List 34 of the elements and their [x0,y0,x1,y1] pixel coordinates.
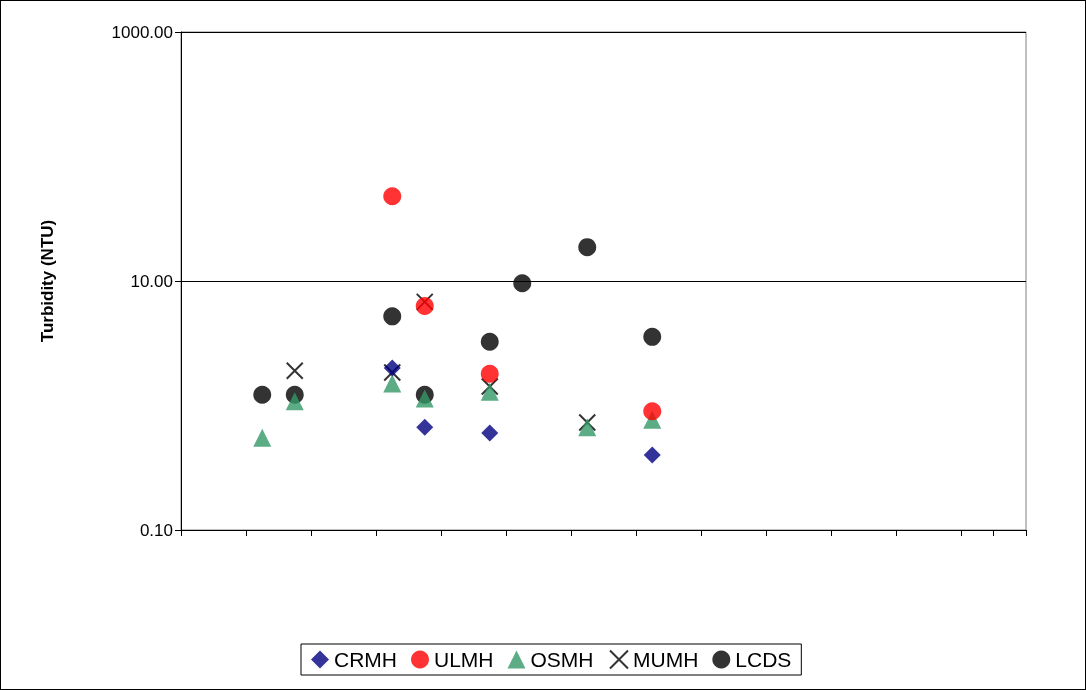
point [513,274,532,293]
legend-label: ULMH [433,648,494,671]
point [383,374,402,393]
y-tick-label: 0.10 [139,520,173,540]
point [480,364,499,383]
point [578,238,597,257]
point [643,327,662,346]
legend-label: OSMH [530,648,594,671]
y-tick-label: 1000.00 [111,22,173,42]
point [383,359,401,377]
legend-label: MUMH [632,648,699,671]
point [643,446,661,464]
point [415,296,434,315]
point [383,363,402,382]
point [415,292,434,311]
point [643,402,662,421]
point [415,389,434,408]
legend-label: LCDS [735,648,792,671]
point [578,418,597,437]
point [285,392,304,411]
point [383,307,402,326]
point [285,361,304,380]
point [480,377,499,396]
point [416,418,434,436]
point [253,428,272,447]
point [480,382,499,401]
point [480,332,499,351]
point [383,187,402,206]
point [253,385,272,404]
y-tick-label: 10.00 [130,271,173,291]
y-axis-title: Turbidity (NTU) [38,219,57,343]
legend-label: CRMH [334,648,397,671]
point [481,424,499,442]
point [578,413,597,432]
